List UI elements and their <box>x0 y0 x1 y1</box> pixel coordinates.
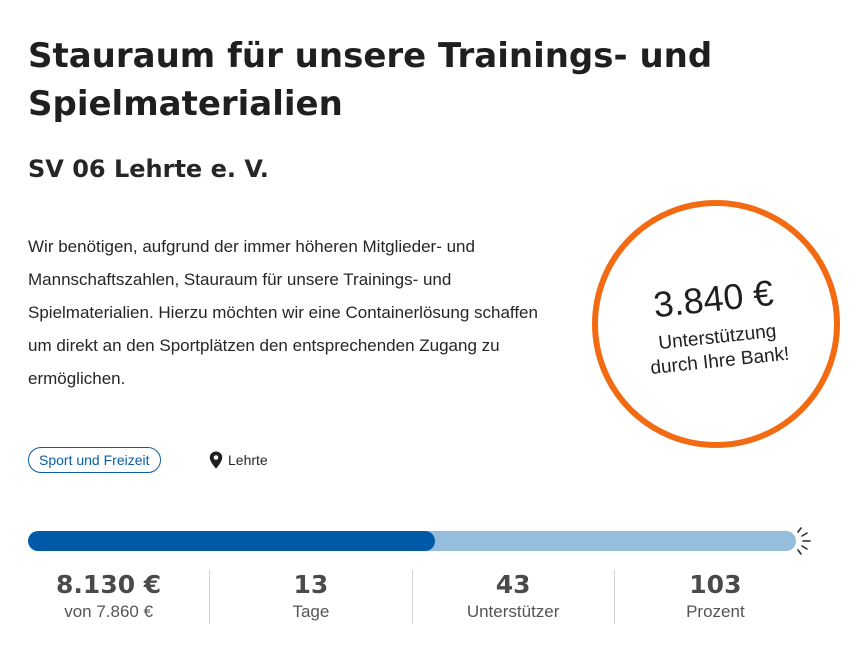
stat-supporters-value: 43 <box>495 570 531 599</box>
bank-support-badge-content: 3.840 € Unterstützung durch Ihre Bank! <box>586 194 845 453</box>
bank-support-badge: 3.840 € Unterstützung durch Ihre Bank! <box>592 200 840 448</box>
funding-progress-bar <box>28 531 796 551</box>
stat-raised-value: 8.130 € <box>56 570 162 599</box>
project-description: Wir benötigen, aufgrund der immer höhere… <box>28 237 538 388</box>
organization-name: SV 06 Lehrte e. V. <box>28 155 269 183</box>
stat-supporters: 43 Unterstützer <box>411 570 614 624</box>
stat-supporters-label: Unterstützer <box>466 602 560 621</box>
stat-raised: 8.130 € von 7.860 € <box>8 570 209 624</box>
stat-percent-value: 103 <box>689 570 742 599</box>
stat-raised-label: von 7.860 € <box>64 602 154 621</box>
stat-days: 13 Tage <box>209 570 411 624</box>
location-label: Lehrte <box>228 452 268 468</box>
stat-percent-label: Prozent <box>686 602 745 621</box>
stat-percent: 103 Prozent <box>613 570 816 624</box>
project-title: Stauraum für unsere Trainings- und Spiel… <box>28 36 713 124</box>
funding-stats: 8.130 € von 7.860 € 13 Tage 43 Unterstüt… <box>8 570 816 624</box>
funding-progress-fill <box>28 531 436 551</box>
location: Lehrte <box>209 450 268 470</box>
stat-days-value: 13 <box>293 570 329 599</box>
sparkle-icon <box>797 527 811 555</box>
category-tag[interactable]: Sport und Freizeit <box>28 447 161 473</box>
map-pin-icon <box>209 451 223 469</box>
stat-days-label: Tage <box>292 602 330 621</box>
